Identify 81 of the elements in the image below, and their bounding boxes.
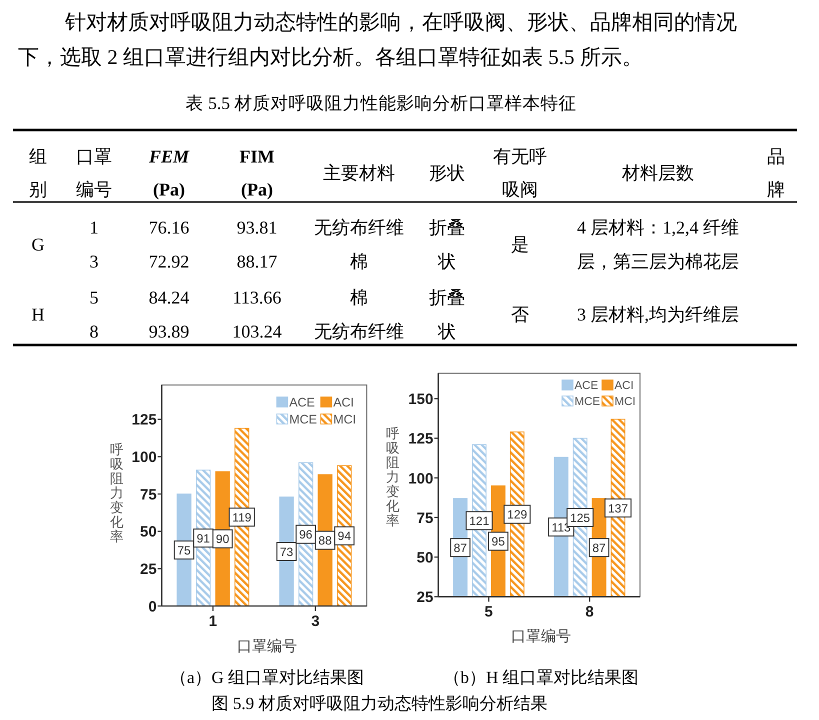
category-label: FIM (Pa): [240, 146, 274, 200]
x-tick-label: 8: [585, 604, 594, 621]
category-label: 口罩编号: [76, 146, 112, 200]
text: 无纺布纤维: [314, 321, 404, 342]
legend-label: MCE: [289, 412, 317, 426]
data-label: 87: [592, 540, 606, 555]
text: 表 5.5 材质对呼吸阻力性能影响分析口罩样本特征: [186, 93, 576, 113]
data-label: 95: [492, 534, 506, 549]
category-label: 品牌: [767, 146, 785, 200]
text: 针对材质对呼吸阻力动态特性的影响，在呼吸阀、形状、品牌相同的情况下，选取 2 组口罩进行组内对比分析。各组口罩特征如表 5.5 所示。: [18, 10, 737, 69]
y-tick-label: 100: [132, 449, 157, 466]
data-label: 129: [507, 508, 528, 522]
category-label: 组别: [29, 146, 47, 200]
y-tick-label: 125: [132, 412, 157, 429]
text: 是: [511, 234, 529, 254]
y-tick-label: 125: [408, 430, 434, 448]
text: 84.24: [148, 287, 190, 308]
data-label: 87: [454, 540, 468, 555]
data-label: 91: [196, 531, 210, 546]
category-label: 有无呼吸阀: [493, 146, 547, 200]
text: 113.66: [232, 287, 282, 308]
x-tick-label: 3: [311, 613, 320, 630]
legend-label: ACI: [614, 380, 634, 392]
text: 1: [90, 217, 98, 238]
y-axis-title: 呼吸阻力变化率: [386, 426, 400, 528]
y-tick-label: 150: [408, 391, 434, 408]
text: 折叠状: [429, 287, 465, 342]
y-tick-label: 100: [408, 470, 434, 488]
text: G: [32, 234, 44, 254]
text: （b）H 组口罩对比结果图: [443, 668, 639, 687]
data-label: 96: [299, 528, 313, 542]
text: 4 层材料：1,2,4 纤维层，第三层为棉花层: [577, 217, 739, 272]
text: 无纺布纤维: [314, 217, 404, 238]
y-tick-label: 75: [416, 510, 434, 527]
text: 8: [90, 321, 98, 342]
legend-label: MCE: [574, 396, 600, 408]
text: 93.81: [236, 217, 278, 238]
legend-label: ACE: [289, 396, 315, 410]
category-label: 主要材料: [323, 162, 395, 183]
text: H: [32, 304, 44, 324]
category-label: 形状: [429, 162, 465, 183]
text: 3 层材料,均为纤维层: [577, 304, 739, 324]
data-label: 125: [570, 510, 590, 525]
data-label: 75: [177, 543, 192, 558]
text: 3: [90, 251, 98, 272]
text: 棉: [350, 287, 368, 308]
text: 72.92: [148, 251, 190, 272]
y-axis-title: 呼吸阻力变化率: [110, 442, 124, 544]
y-tick-label: 75: [140, 486, 157, 504]
data-label: 94: [338, 529, 352, 544]
data-label: 90: [216, 532, 230, 546]
data-label: 121: [469, 514, 490, 528]
legend-label: MCI: [614, 396, 636, 408]
x-tick-label: 5: [484, 604, 493, 621]
y-tick-label: 50: [140, 524, 157, 541]
text: 103.24: [232, 321, 282, 342]
y-tick-label: 25: [140, 561, 157, 578]
category-label: 材料层数: [621, 162, 694, 183]
text: 否: [511, 304, 529, 324]
category-label: FEM (Pa): [148, 146, 190, 200]
data-label: 119: [232, 510, 252, 524]
data-label: 88: [318, 534, 332, 548]
text: 折叠状: [429, 217, 465, 272]
data-label: 73: [280, 544, 294, 559]
caption: 图 5.9 材质对呼吸阻力动态特性影响分析结果: [212, 694, 548, 713]
x-axis-title: 口罩编号: [237, 638, 297, 655]
data-label: 137: [608, 501, 628, 516]
text: 88.17: [236, 251, 278, 272]
y-tick-label: 0: [148, 598, 157, 616]
text: （a）G 组口罩对比结果图: [170, 668, 364, 687]
text: 5: [90, 287, 98, 308]
text: 76.16: [148, 217, 190, 238]
text: 棉: [350, 251, 368, 272]
y-tick-label: 50: [416, 549, 434, 566]
legend-label: ACE: [574, 380, 598, 392]
x-tick-label: 1: [208, 613, 218, 630]
y-tick-label: 25: [416, 589, 434, 606]
legend-label: ACI: [333, 396, 354, 410]
legend-label: MCI: [333, 412, 356, 426]
x-axis-title: 口罩编号: [511, 628, 571, 645]
text: 93.89: [148, 321, 190, 342]
